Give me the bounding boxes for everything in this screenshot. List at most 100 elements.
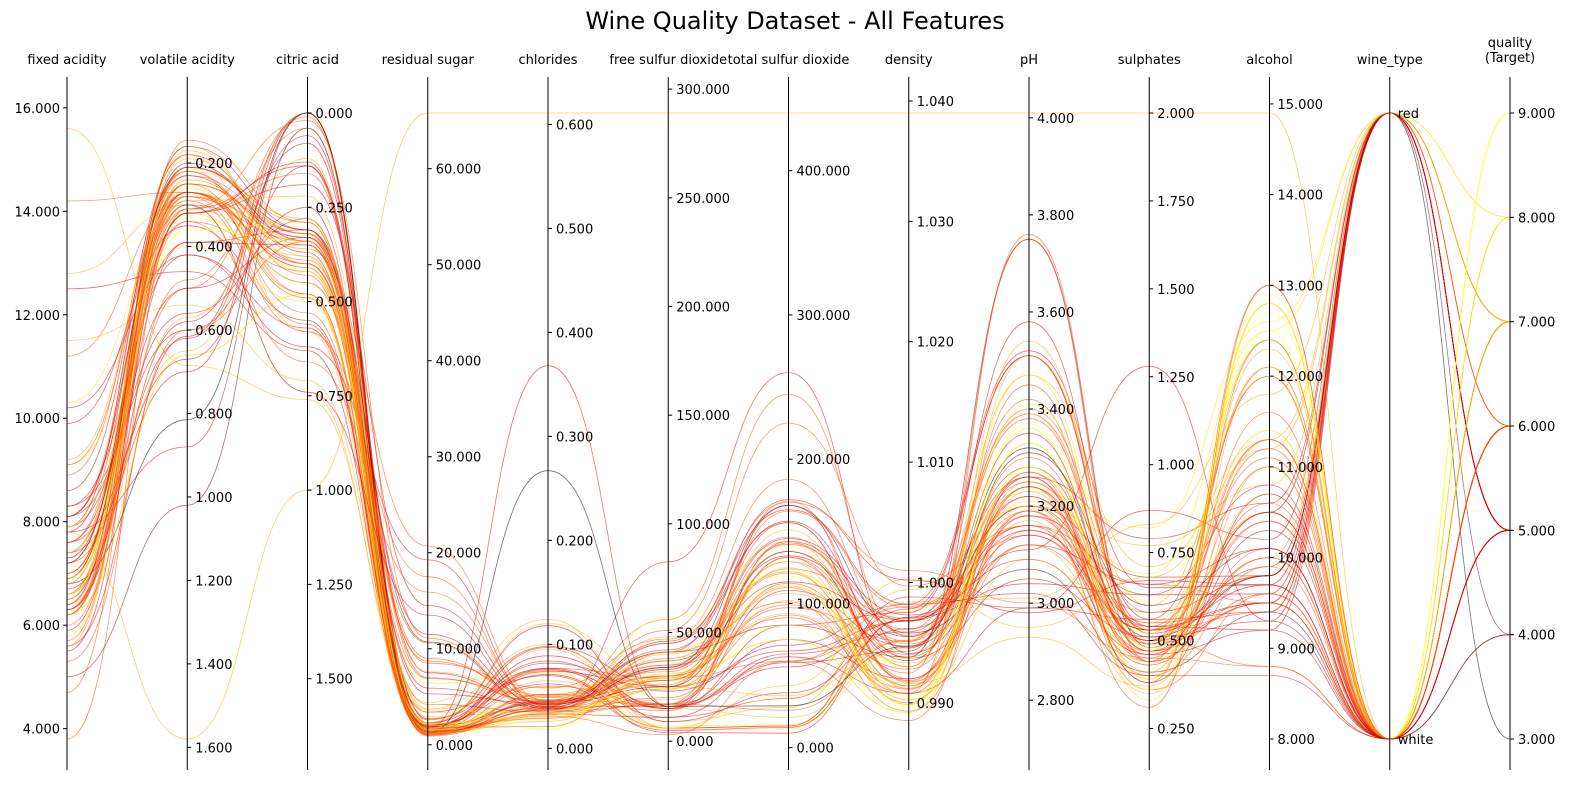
tick-label: 8.000 xyxy=(23,516,60,531)
tick-label: 1.600 xyxy=(195,741,232,756)
tick-label: 400.000 xyxy=(797,165,851,180)
data-line xyxy=(66,161,1511,740)
tick-label: 0.750 xyxy=(316,390,353,405)
tick-label: 16.000 xyxy=(15,102,61,117)
tick-label: 0.200 xyxy=(556,534,593,549)
tick-label: 60.000 xyxy=(436,163,482,178)
tick-label: 9.000 xyxy=(1518,107,1555,122)
axis-label: alcohol xyxy=(1246,53,1292,68)
data-line xyxy=(66,200,1511,740)
axis-label: residual sugar xyxy=(382,53,475,68)
axis-label: fixed acidity xyxy=(27,53,107,68)
tick-label: red xyxy=(1398,107,1419,122)
axis-0: fixed acidity 4.000 6.000 8.000 10.000 12.000… xyxy=(15,53,107,770)
axis-1: volatile acidity 0.200 0.400 0.600 0.800 1.00… xyxy=(140,53,235,770)
tick-label: 1.040 xyxy=(917,95,954,110)
tick-label: 14.000 xyxy=(15,205,61,220)
tick-label: 0.500 xyxy=(1157,635,1194,650)
tick-label: 0.400 xyxy=(556,326,593,341)
axis-9: sulphates 0.250 0.500 0.750 1.000 1.250 1.500 1… xyxy=(1118,53,1194,770)
axis-label: free sulfur dioxide xyxy=(609,53,727,68)
tick-label: 3.000 xyxy=(1518,733,1555,748)
tick-label: 0.750 xyxy=(1157,547,1194,562)
tick-label: 3.400 xyxy=(1037,403,1074,418)
tick-label: 1.000 xyxy=(917,577,954,592)
tick-label: 10.000 xyxy=(15,412,61,427)
data-line xyxy=(66,183,1511,740)
tick-label: 11.000 xyxy=(1278,461,1324,476)
tick-label: 1.000 xyxy=(195,491,232,506)
data-line xyxy=(66,112,1511,728)
tick-label: 150.000 xyxy=(676,409,730,424)
data-line xyxy=(66,120,1511,740)
tick-label: 100.000 xyxy=(676,518,730,533)
tick-label: 2.800 xyxy=(1037,694,1074,709)
tick-label: 10.000 xyxy=(436,643,482,658)
tick-label: 0.000 xyxy=(556,742,593,757)
data-line xyxy=(66,221,1511,740)
tick-label: 100.000 xyxy=(797,597,851,612)
tick-label: 1.030 xyxy=(917,215,954,230)
tick-label: 0.990 xyxy=(917,697,954,712)
tick-label: 1.000 xyxy=(1157,459,1194,474)
tick-label: 5.000 xyxy=(1518,524,1555,539)
tick-label: 0.600 xyxy=(556,118,593,133)
tick-label: 1.500 xyxy=(1157,283,1194,298)
axis-label: density xyxy=(885,53,933,68)
axis-7: density 0.990 1.000 1.010 1.020 1.030 1.040 xyxy=(885,53,954,770)
axis-label: quality xyxy=(1488,36,1533,51)
data-line xyxy=(66,165,1511,740)
data-line xyxy=(66,166,1511,740)
tick-label: 13.000 xyxy=(1278,279,1324,294)
data-line xyxy=(66,195,1511,740)
tick-label: 0.300 xyxy=(556,430,593,445)
tick-label: 20.000 xyxy=(436,547,482,562)
tick-label: 0.800 xyxy=(195,407,232,422)
tick-label: 9.000 xyxy=(1278,642,1315,657)
tick-label: 3.800 xyxy=(1037,209,1074,224)
tick-label: 12.000 xyxy=(1278,370,1324,385)
tick-label: 0.500 xyxy=(556,222,593,237)
tick-label: 3.200 xyxy=(1037,500,1074,515)
tick-label: 12.000 xyxy=(15,309,61,324)
tick-label: 4.000 xyxy=(1037,112,1074,127)
axis-label: total sulfur dioxide xyxy=(728,53,850,68)
tick-label: 50.000 xyxy=(436,259,482,274)
tick-label: 4.000 xyxy=(23,723,60,738)
tick-label: 0.600 xyxy=(195,324,232,339)
data-line xyxy=(66,139,1511,740)
tick-label: 0.500 xyxy=(316,296,353,311)
tick-label: 0.250 xyxy=(316,201,353,216)
tick-label: 1.400 xyxy=(195,658,232,673)
axis-4: chlorides 0.000 0.100 0.200 0.300 0.400 0.500 0… xyxy=(519,53,593,770)
tick-label: 0.000 xyxy=(797,742,834,757)
data-line xyxy=(66,166,1511,740)
axis-label: pH xyxy=(1020,53,1038,68)
tick-label: 1.010 xyxy=(917,456,954,471)
tick-label: 1.500 xyxy=(316,673,353,688)
data-line xyxy=(66,184,1511,740)
tick-label: 1.250 xyxy=(1157,371,1194,386)
tick-label: 1.020 xyxy=(917,336,954,351)
axis-6: total sulfur dioxide 0.000 100.000 200.000 3… xyxy=(728,53,851,770)
axis-label: chlorides xyxy=(519,53,578,68)
tick-label: 0.000 xyxy=(436,739,473,754)
data-line xyxy=(66,166,1511,740)
axis-10: alcohol 8.000 9.000 10.000 11.000 12.000 13.00… xyxy=(1246,53,1323,770)
data-line xyxy=(66,204,1511,740)
tick-label: 3.000 xyxy=(1037,597,1074,612)
axes-group: fixed acidity 4.000 6.000 8.000 10.000 12.000… xyxy=(15,36,1555,770)
axis-5: free sulfur dioxide 0.000 50.000 100.000 150… xyxy=(609,53,730,770)
tick-label: 200.000 xyxy=(797,453,851,468)
tick-label: 3.600 xyxy=(1037,306,1074,321)
axis-label: volatile acidity xyxy=(140,53,235,68)
axis-8: pH 2.800 3.000 3.200 3.400 3.600 3.800 4.000 xyxy=(1020,53,1074,770)
axis-3: residual sugar 0.000 10.000 20.000 30.000 40.… xyxy=(382,53,482,770)
tick-label: 8.000 xyxy=(1278,733,1315,748)
tick-label: 1.750 xyxy=(1157,195,1194,210)
data-line xyxy=(66,127,1511,740)
tick-label: 1.000 xyxy=(316,484,353,499)
data-line xyxy=(66,112,1511,724)
